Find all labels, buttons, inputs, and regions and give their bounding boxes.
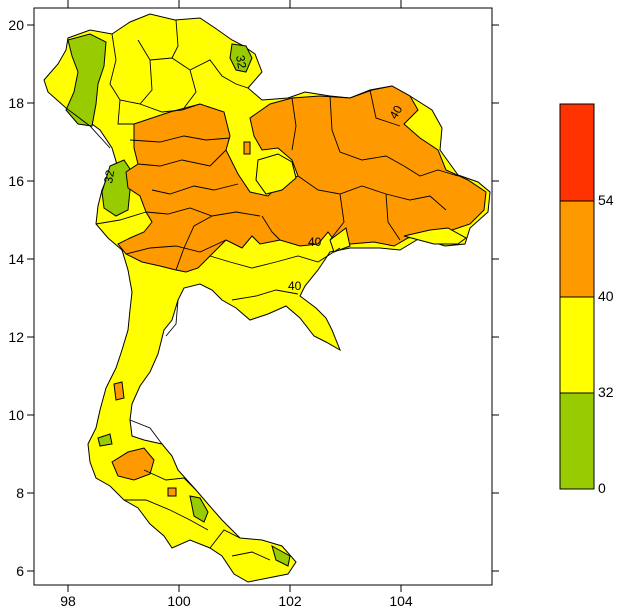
legend-swatch-40-54 bbox=[559, 200, 595, 298]
contour-labels: 32 32 40 40 40 bbox=[101, 54, 405, 293]
contour-label-40-northeast: 40 bbox=[386, 103, 405, 122]
y-tick-label: 16 bbox=[8, 173, 24, 189]
contour-label-40-south: 40 bbox=[288, 279, 302, 293]
legend-label-40: 40 bbox=[598, 288, 614, 304]
region-green-south-a bbox=[97, 433, 113, 447]
y-tick-label: 20 bbox=[8, 17, 24, 33]
legend-label-0: 0 bbox=[598, 480, 606, 496]
y-tick-label: 14 bbox=[8, 251, 24, 267]
y-axis bbox=[27, 24, 499, 572]
y-tick-label: 8 bbox=[16, 485, 24, 501]
legend-label-32: 32 bbox=[598, 384, 614, 400]
x-tick-label: 98 bbox=[60, 593, 76, 609]
y-tick-label: 6 bbox=[16, 563, 24, 579]
contour-label-40-east: 40 bbox=[308, 235, 322, 249]
x-axis bbox=[67, 0, 402, 592]
x-tick-label: 102 bbox=[278, 593, 302, 609]
region-green-northeast bbox=[229, 43, 253, 73]
contour-label-32-west: 32 bbox=[101, 169, 117, 185]
legend-swatch-top bbox=[559, 103, 595, 202]
legend-swatch-0-32 bbox=[559, 392, 595, 490]
region-yellow-island bbox=[255, 153, 297, 195]
legend-colorbar: 54 40 32 0 bbox=[559, 103, 614, 496]
region-orange-south-a bbox=[111, 447, 155, 481]
province-boundaries bbox=[65, 19, 459, 561]
y-tick-label: 12 bbox=[8, 329, 24, 345]
region-orange-south-c bbox=[167, 487, 177, 497]
region-yellow-southeast bbox=[329, 227, 351, 253]
region-green-west bbox=[101, 159, 133, 217]
region-green-south-b bbox=[189, 495, 209, 523]
region-green-south-c bbox=[271, 544, 291, 567]
y-tick-label: 10 bbox=[8, 407, 24, 423]
region-orange-north-dot bbox=[243, 141, 251, 155]
region-orange-south-b bbox=[113, 381, 125, 401]
contour-label-32-north: 32 bbox=[233, 54, 249, 70]
y-tick-label: 18 bbox=[8, 95, 24, 111]
region-green-north bbox=[65, 33, 107, 127]
x-tick-labels: 98 100 102 104 bbox=[60, 593, 413, 609]
y-tick-labels: 20 18 16 14 12 10 8 6 bbox=[8, 17, 24, 579]
x-tick-label: 100 bbox=[167, 593, 191, 609]
legend-label-54: 54 bbox=[598, 192, 614, 208]
x-tick-label: 104 bbox=[389, 593, 413, 609]
region-yellow-east-notch bbox=[403, 227, 467, 245]
legend-swatch-32-40 bbox=[559, 296, 595, 394]
